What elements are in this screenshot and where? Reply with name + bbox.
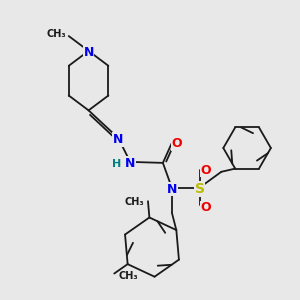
Text: N: N <box>167 183 177 196</box>
Text: H: H <box>112 159 121 169</box>
Text: N: N <box>113 133 124 146</box>
Text: O: O <box>200 202 211 214</box>
Text: N: N <box>83 46 94 59</box>
Text: S: S <box>194 182 205 196</box>
Text: O: O <box>171 137 182 150</box>
Text: O: O <box>200 164 211 177</box>
Text: CH₃: CH₃ <box>124 197 144 207</box>
Text: CH₃: CH₃ <box>46 29 66 39</box>
Text: CH₃: CH₃ <box>118 272 138 281</box>
Text: N: N <box>125 157 135 170</box>
